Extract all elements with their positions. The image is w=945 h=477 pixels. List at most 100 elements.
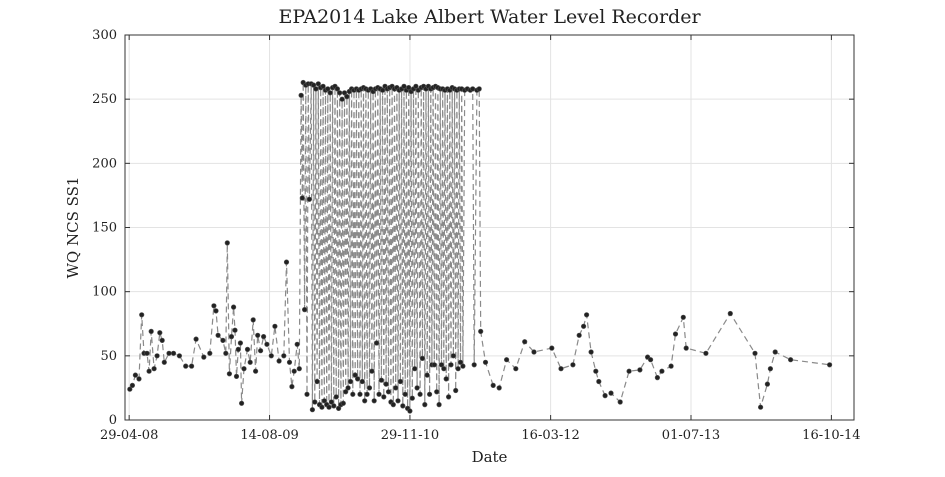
data-point: [281, 353, 287, 359]
data-point: [352, 372, 358, 378]
data-point: [683, 345, 689, 351]
data-point: [341, 90, 348, 96]
data-point: [340, 400, 346, 406]
x-tick-label: 29-11-10: [381, 428, 439, 443]
data-point: [337, 90, 343, 96]
y-axis-label: WQ NCS SS1: [64, 177, 82, 279]
y-tick-label: 150: [92, 221, 117, 236]
data-point: [223, 350, 229, 356]
data-point: [826, 362, 833, 368]
data-point: [400, 403, 406, 409]
data-point: [325, 86, 331, 92]
data-point: [176, 353, 182, 359]
data-point: [371, 398, 377, 404]
y-tick-label: 100: [92, 285, 117, 300]
data-point: [201, 354, 207, 360]
data-point: [235, 346, 241, 353]
data-point: [381, 394, 387, 400]
data-point: [136, 376, 142, 382]
data-point: [207, 350, 213, 356]
data-point: [608, 390, 614, 396]
data-point: [457, 359, 464, 365]
data-point: [376, 391, 382, 397]
data-point: [496, 385, 502, 391]
data-point: [241, 366, 247, 372]
data-point: [253, 368, 259, 374]
data-point: [549, 345, 555, 351]
data-point: [366, 385, 373, 391]
series-layer: [129, 82, 830, 412]
data-point: [161, 359, 167, 365]
data-point: [345, 385, 351, 391]
data-point: [129, 382, 135, 389]
data-point: [250, 317, 256, 323]
data-point: [255, 332, 261, 338]
data-point: [357, 391, 363, 397]
data-point: [460, 363, 466, 369]
data-point: [283, 259, 290, 265]
data-point: [193, 336, 199, 342]
data-point: [148, 328, 154, 335]
data-point: [414, 385, 420, 391]
data-point: [244, 346, 251, 353]
data-point: [314, 378, 320, 385]
data-point: [570, 362, 576, 368]
data-point: [166, 350, 172, 356]
data-point: [596, 378, 602, 385]
data-point: [157, 330, 163, 336]
data-point: [703, 350, 709, 356]
data-point: [320, 83, 326, 89]
data-point: [659, 368, 665, 374]
x-tick-label: 16-03-12: [521, 428, 579, 443]
data-point: [402, 391, 408, 397]
data-point: [470, 86, 476, 92]
data-point: [146, 368, 152, 374]
data-point: [406, 84, 412, 91]
grid: [125, 34, 854, 421]
data-point: [215, 332, 221, 338]
data-point: [378, 377, 385, 383]
data-point: [311, 82, 317, 88]
data-point: [767, 366, 774, 372]
data-point: [446, 394, 452, 400]
data-point: [306, 196, 313, 202]
data-point: [401, 83, 407, 89]
data-point: [757, 404, 764, 410]
data-point: [272, 323, 278, 329]
data-point: [413, 83, 419, 89]
data-point: [247, 359, 253, 365]
data-point: [383, 381, 389, 387]
data-point: [302, 307, 308, 313]
y-tick-label: 250: [92, 92, 117, 107]
data-point: [276, 358, 282, 364]
data-point: [390, 402, 396, 408]
data-point: [232, 327, 238, 333]
data-point: [478, 328, 484, 335]
data-point: [334, 86, 341, 92]
data-point: [333, 394, 339, 400]
data-point: [347, 378, 354, 385]
data-point: [315, 81, 321, 87]
data-point: [224, 240, 230, 246]
data-point: [132, 372, 138, 378]
data-point: [312, 399, 318, 405]
data-point: [331, 403, 337, 409]
data-point: [327, 90, 333, 96]
data-point: [417, 391, 423, 397]
data-point: [226, 371, 232, 377]
data-point: [151, 366, 157, 372]
data-point: [672, 331, 679, 337]
data-point: [727, 310, 733, 317]
data-point: [237, 340, 243, 346]
data-point: [602, 393, 608, 399]
data-point: [159, 337, 165, 344]
data-point: [412, 366, 418, 372]
data-point: [343, 389, 349, 395]
data-point: [438, 362, 445, 368]
data-point: [482, 359, 489, 365]
data-point: [228, 334, 235, 340]
data-point: [580, 323, 587, 329]
data-point: [583, 312, 590, 318]
data-point: [170, 350, 177, 356]
data-point: [233, 373, 240, 380]
